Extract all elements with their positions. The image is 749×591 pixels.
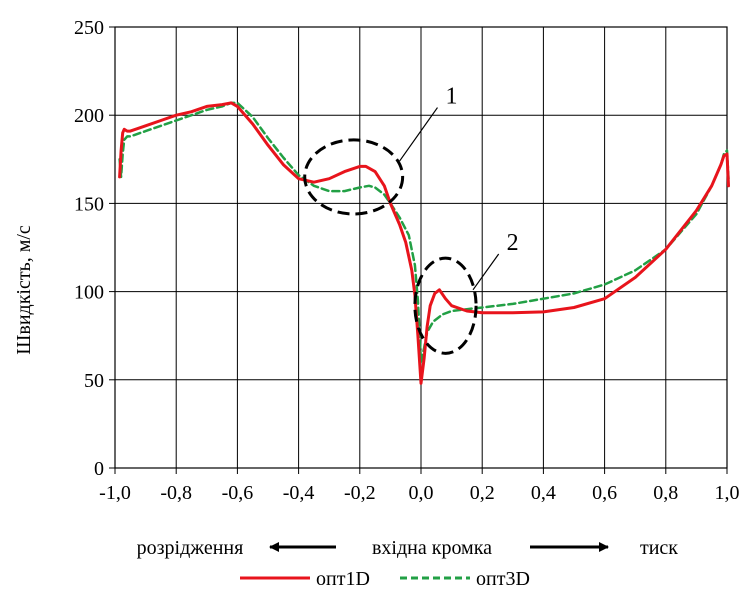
- callout-label-2: 2: [507, 230, 519, 256]
- series-line-0: [118, 101, 730, 385]
- y-tick-label-5: 250: [74, 17, 104, 39]
- callout-ellipse-2: [413, 256, 478, 355]
- y-tick-label-2: 100: [74, 282, 104, 304]
- x-tick-label-1: -0,8: [160, 482, 192, 504]
- x-tick-label-10: 1,0: [715, 482, 740, 504]
- x-tick-label-7: 0,4: [531, 482, 556, 504]
- direction-label-left: розрідження: [137, 537, 244, 559]
- callout-ellipse-1: [303, 138, 405, 216]
- legend-label-opt3d: опт3D: [476, 568, 530, 590]
- callout-label-1: 1: [445, 84, 457, 110]
- y-tick-label-4: 200: [74, 105, 104, 127]
- x-tick-label-5: 0,0: [409, 482, 434, 504]
- y-tick-label-3: 150: [74, 193, 104, 215]
- x-tick-label-3: -0,4: [283, 482, 315, 504]
- annotations-group: 12: [303, 84, 519, 355]
- grid: [114, 26, 728, 469]
- direction-label-right: тиск: [640, 537, 678, 559]
- y-axis-ticks: 0 50 100 150 200 250: [74, 17, 115, 480]
- x-tick-label-4: -0,2: [344, 482, 376, 504]
- series-group: [118, 101, 730, 385]
- x-tick-label-2: -0,6: [222, 482, 254, 504]
- x-tick-label-6: 0,2: [470, 482, 495, 504]
- x-tick-label-8: 0,6: [592, 482, 617, 504]
- series-line-1: [118, 101, 730, 364]
- x-axis-ticks: -1,0 -0,8 -0,6 -0,4 -0,2 0,0 0,2 0,4 0,6 0,8 1,0: [99, 468, 740, 504]
- direction-row: розрідження вхідна кромка тиск: [137, 537, 679, 559]
- legend-label-opt1d: опт1D: [316, 568, 370, 590]
- direction-label-center: вхідна кромка: [372, 537, 492, 559]
- y-tick-label-1: 50: [84, 370, 104, 392]
- legend: опт1D опт3D: [240, 568, 530, 590]
- y-tick-label-0: 0: [94, 458, 104, 480]
- callout-leader-1: [399, 107, 438, 162]
- callout-leader-2: [472, 253, 500, 291]
- y-axis-label: Швидкість, м/с: [13, 225, 35, 355]
- x-tick-label-9: 0,8: [653, 482, 678, 504]
- x-tick-label-0: -1,0: [99, 482, 131, 504]
